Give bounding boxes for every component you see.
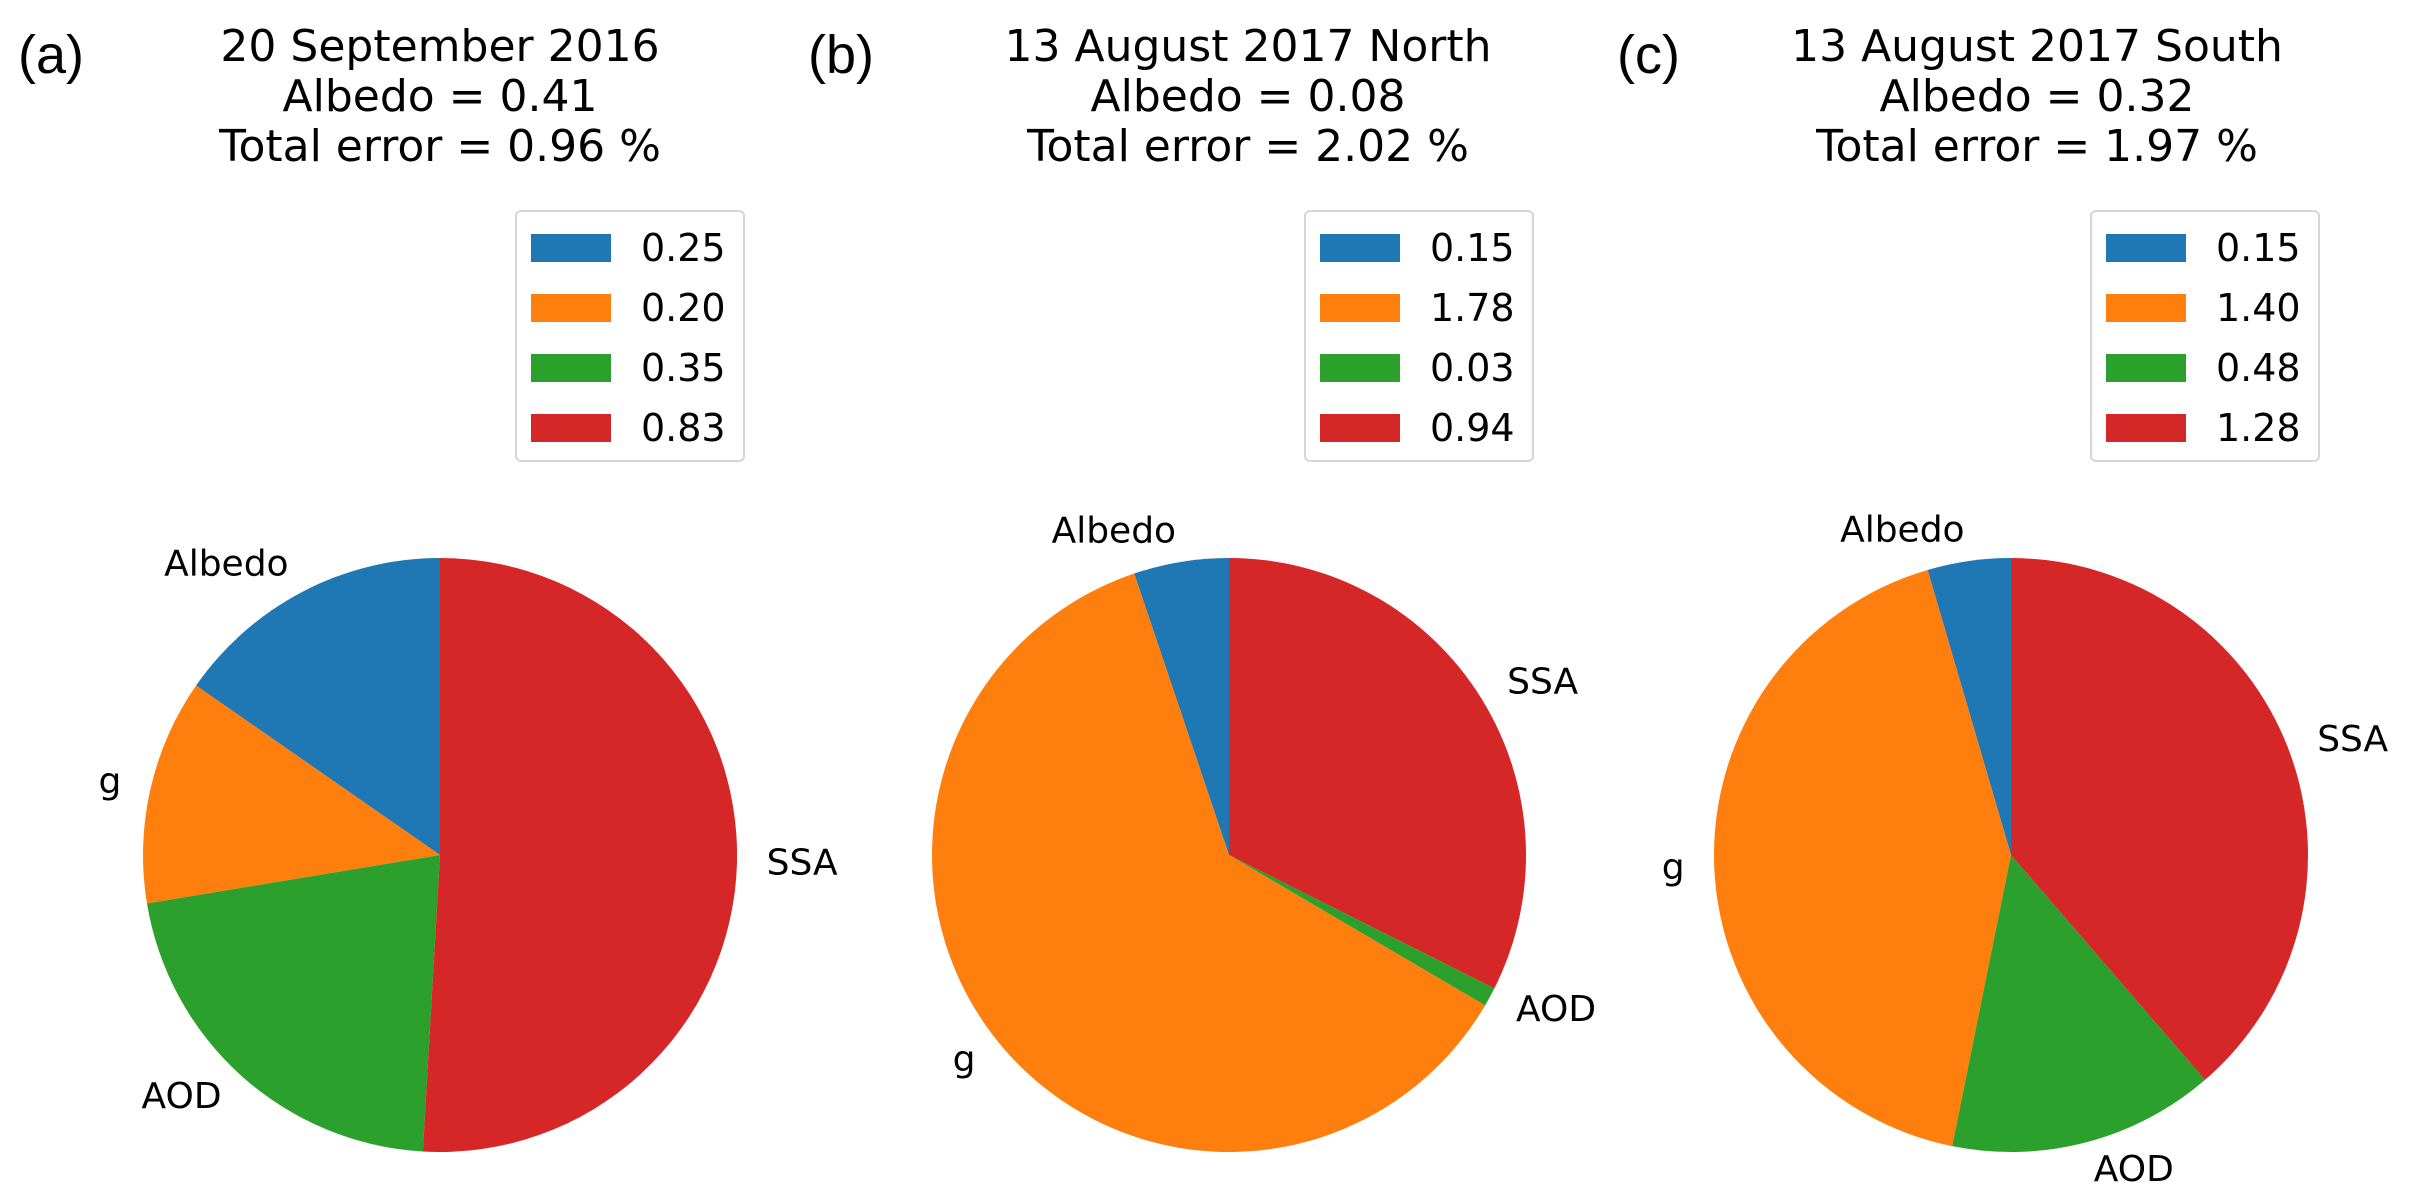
legend: 0.15 1.40 0.48 1.28 <box>2090 210 2320 462</box>
legend-value: 0.15 <box>2216 226 2301 270</box>
legend-value: 0.20 <box>641 286 726 330</box>
panel-label: (b) <box>808 25 874 85</box>
slice-label-aod: AOD <box>142 1076 222 1117</box>
pie-slice-albedo <box>1927 558 2011 855</box>
legend-item-ssa: 1.28 <box>2106 406 2316 450</box>
title-line-2: Albedo = 0.32 <box>1879 71 2195 122</box>
legend-item-albedo: 0.15 <box>2106 226 2316 270</box>
legend-item-aod: 0.03 <box>1320 346 1530 390</box>
slice-label-ssa: SSA <box>2317 719 2388 760</box>
slice-label-albedo: Albedo <box>1052 511 1177 552</box>
legend-swatch-ssa <box>2106 414 2186 442</box>
legend-swatch-albedo <box>531 234 611 262</box>
panel-label: (a) <box>18 25 84 85</box>
panel-label: (c) <box>1617 25 1680 85</box>
legend-value: 0.94 <box>1430 406 1515 450</box>
title-line-3: Total error = 1.97 % <box>1816 121 2258 172</box>
legend-swatch-aod <box>2106 354 2186 382</box>
pie-slice-albedo <box>196 558 440 855</box>
legend-swatch-g <box>1320 294 1400 322</box>
legend-item-ssa: 0.83 <box>531 406 741 450</box>
legend-value: 0.15 <box>1430 226 1515 270</box>
chart-title: 20 September 2016 Albedo = 0.41 Total er… <box>90 22 790 172</box>
slice-label-albedo: Albedo <box>1840 510 1965 551</box>
legend-swatch-g <box>2106 294 2186 322</box>
legend-value: 0.03 <box>1430 346 1515 390</box>
title-line-3: Total error = 2.02 % <box>1027 121 1469 172</box>
pie-slice-aod <box>1952 855 2206 1153</box>
pie-slice-ssa <box>1229 558 1527 989</box>
slice-label-g: g <box>1662 847 1685 888</box>
panel-c: (c) 13 August 2017 South Albedo = 0.32 T… <box>1597 0 2389 1204</box>
pie-slice-aod <box>146 855 441 1152</box>
slice-label-ssa: SSA <box>767 842 838 883</box>
panel-a: (a) 20 September 2016 Albedo = 0.41 Tota… <box>0 0 838 1204</box>
legend-swatch-aod <box>531 354 611 382</box>
pie-chart-c: Albedo g AOD SSA <box>1662 510 2389 1190</box>
pie-chart-b: Albedo g AOD SSA <box>931 511 1596 1153</box>
pie-slice-ssa <box>2011 558 2309 1080</box>
legend-value: 0.83 <box>641 406 726 450</box>
pie-slice-g <box>1714 569 2011 1147</box>
title-line-1: 20 September 2016 <box>220 21 660 72</box>
legend-value: 0.25 <box>641 226 726 270</box>
slice-label-albedo: Albedo <box>164 544 289 585</box>
legend-value: 0.48 <box>2216 346 2301 390</box>
legend-swatch-albedo <box>1320 234 1400 262</box>
pie-slice-albedo <box>1134 558 1229 855</box>
pie-chart-a: Albedo g AOD SSA <box>98 544 838 1152</box>
legend: 0.25 0.20 0.35 0.83 <box>515 210 745 462</box>
legend-item-albedo: 0.25 <box>531 226 741 270</box>
slice-label-g: g <box>98 761 121 802</box>
pie-slice-g <box>143 685 440 904</box>
legend-item-aod: 0.48 <box>2106 346 2316 390</box>
chart-title: 13 August 2017 North Albedo = 0.08 Total… <box>898 22 1598 172</box>
legend-swatch-albedo <box>2106 234 2186 262</box>
title-line-1: 13 August 2017 South <box>1791 21 2283 72</box>
legend-item-aod: 0.35 <box>531 346 741 390</box>
legend-swatch-ssa <box>531 414 611 442</box>
slice-label-g: g <box>953 1039 976 1080</box>
legend-swatch-g <box>531 294 611 322</box>
legend-swatch-ssa <box>1320 414 1400 442</box>
pie-slice-g <box>931 573 1486 1153</box>
pie-slice-ssa <box>422 558 738 1152</box>
legend-value: 1.40 <box>2216 286 2301 330</box>
legend-item-g: 0.20 <box>531 286 741 330</box>
pie-slice-aod <box>1229 855 1495 1006</box>
panel-b: (b) 13 August 2017 North Albedo = 0.08 T… <box>808 0 1598 1204</box>
legend-item-albedo: 0.15 <box>1320 226 1530 270</box>
title-line-2: Albedo = 0.08 <box>1090 71 1406 122</box>
slice-label-ssa: SSA <box>1507 662 1578 703</box>
legend-item-g: 1.78 <box>1320 286 1530 330</box>
legend-item-ssa: 0.94 <box>1320 406 1530 450</box>
legend-value: 1.28 <box>2216 406 2301 450</box>
title-line-1: 13 August 2017 North <box>1004 21 1492 72</box>
slice-label-aod: AOD <box>1516 989 1596 1030</box>
legend-swatch-aod <box>1320 354 1400 382</box>
title-line-3: Total error = 0.96 % <box>219 121 661 172</box>
slice-label-aod: AOD <box>2094 1149 2174 1190</box>
legend-value: 0.35 <box>641 346 726 390</box>
legend: 0.15 1.78 0.03 0.94 <box>1304 210 1534 462</box>
legend-value: 1.78 <box>1430 286 1515 330</box>
chart-title: 13 August 2017 South Albedo = 0.32 Total… <box>1687 22 2387 172</box>
title-line-2: Albedo = 0.41 <box>282 71 598 122</box>
legend-item-g: 1.40 <box>2106 286 2316 330</box>
